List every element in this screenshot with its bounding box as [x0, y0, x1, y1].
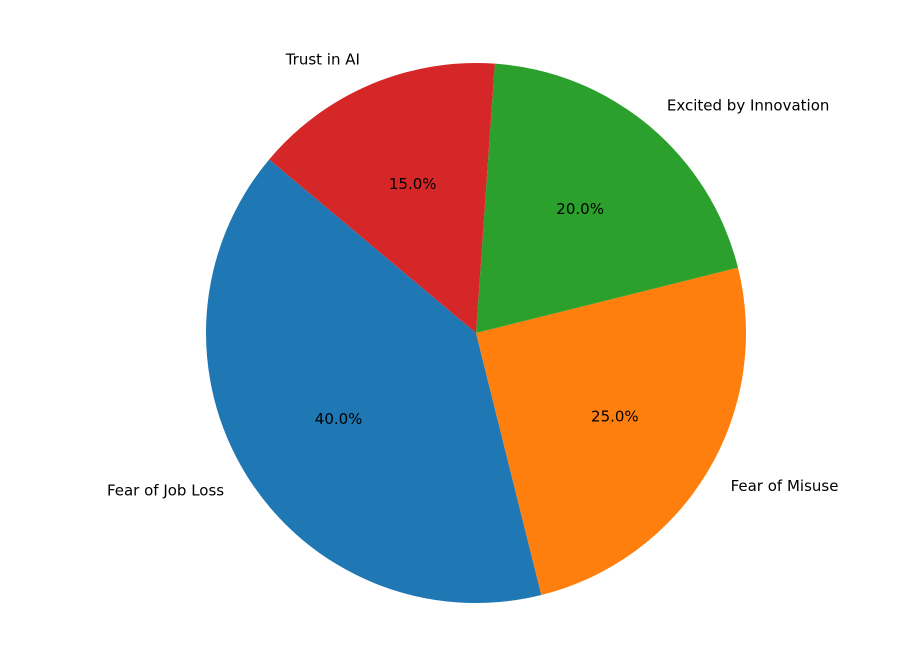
slice-label-excited-by-innovation: Excited by Innovation: [667, 96, 830, 114]
slice-label-trust-in-ai: Trust in AI: [285, 51, 360, 69]
slice-label-fear-of-misuse: Fear of Misuse: [731, 477, 839, 495]
pct-label-trust-in-ai: 15.0%: [389, 175, 437, 193]
pie-slices: [205, 63, 746, 604]
pct-label-excited-by-innovation: 20.0%: [556, 200, 604, 218]
slice-label-fear-of-job-loss: Fear of Job Loss: [107, 481, 224, 499]
pct-label-fear-of-job-loss: 40.0%: [315, 410, 363, 428]
pie-slice-fear-of-misuse: [476, 267, 746, 595]
pct-label-fear-of-misuse: 25.0%: [591, 407, 639, 425]
pie-slice-trust-in-ai: [269, 63, 495, 333]
pie-slice-excited-by-innovation: [476, 63, 738, 333]
pie-labels: 40.0% Fear of Job Loss 25.0% Fear of Misuse…: [107, 51, 839, 500]
pie-slice-fear-of-job-loss: [205, 159, 542, 604]
